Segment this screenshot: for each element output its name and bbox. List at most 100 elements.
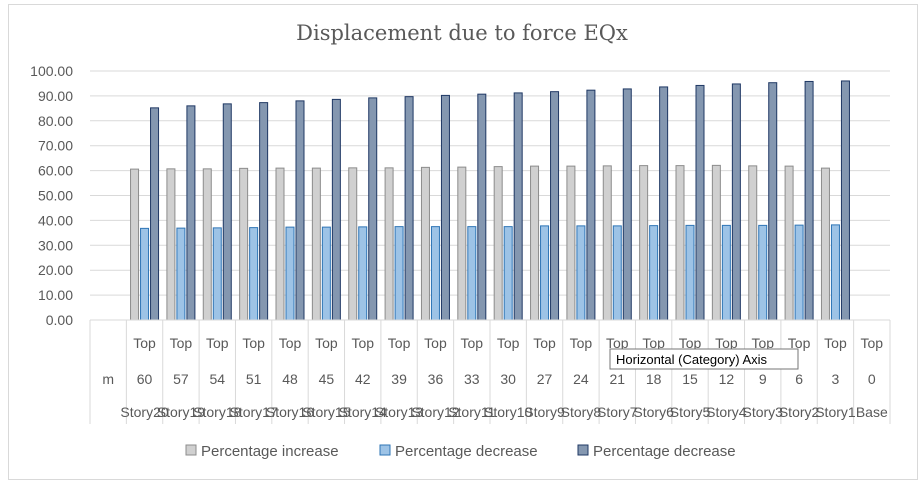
bar[interactable] [239,167,249,321]
bar[interactable] [711,164,721,321]
bar[interactable] [140,227,150,321]
bar[interactable] [394,226,404,321]
bar[interactable] [840,80,850,321]
bar[interactable] [602,165,612,321]
bar[interactable] [259,102,269,321]
bar[interactable] [348,167,358,321]
bar[interactable] [212,227,222,321]
bar[interactable] [368,97,378,321]
x-axis[interactable]: mTop60Story20Top57Story19Top54Story18Top… [89,319,891,424]
bar[interactable] [311,167,321,321]
bar[interactable] [649,225,659,321]
bar[interactable] [166,168,176,321]
bar[interactable] [202,168,212,321]
bar[interactable] [675,165,685,321]
x-tick-label-top: Top [388,335,411,351]
bar[interactable] [721,224,731,321]
bar[interactable] [622,88,632,321]
bar[interactable] [430,226,440,321]
x-tick-label-middle: 0 [868,371,876,387]
bar[interactable] [820,167,830,321]
x-tick-label-bottom: Story11 [448,404,495,420]
x-tick-label-top: Top [824,335,847,351]
y-tick-label: 90.00 [38,88,73,104]
bar[interactable] [695,84,705,321]
x-tick-label-middle: 33 [464,371,480,387]
bar[interactable] [477,93,487,321]
bar[interactable] [639,165,649,321]
legend-entry[interactable]: Percentage decrease [593,443,736,460]
y-tick-label: 10.00 [38,287,73,303]
x-tick-label-bottom: Story16 [266,404,314,420]
bar[interactable] [586,89,596,321]
bar[interactable] [576,225,586,321]
y-tick-label: 70.00 [38,138,73,154]
legend-swatch [185,444,197,456]
y-axis[interactable]: 0.00 10.00 20.00 30.00 40.00 50.00 60.00 70.00 8… [30,63,73,328]
bar[interactable] [467,226,477,321]
bar[interactable] [659,86,669,321]
bar[interactable] [420,166,430,321]
bar[interactable] [249,227,259,321]
bar[interactable] [540,225,550,321]
bar[interactable] [331,98,341,321]
legend[interactable]: Percentage increase Percentage decrease Pe… [185,443,736,460]
bar[interactable] [295,100,305,321]
x-tick-label-bottom: Story19 [157,404,205,420]
bar[interactable] [176,227,186,321]
bar[interactable] [731,83,741,321]
bar[interactable] [748,165,758,321]
x-tick-label-bottom: Story20 [120,404,168,420]
y-tick-label: 20.00 [38,262,73,278]
bar[interactable] [186,105,196,321]
x-tick-label-top: Top [679,335,702,351]
bar[interactable] [830,224,840,321]
x-tick-label-middle: 3 [832,371,840,387]
x-tick-label-top: Top [751,335,774,351]
bar[interactable] [358,226,368,321]
bar[interactable] [768,82,778,321]
plot-area[interactable] [130,80,850,321]
x-tick-label-middle: 60 [137,371,153,387]
bar[interactable] [550,91,560,321]
bar[interactable] [440,94,450,321]
bar[interactable] [513,92,523,321]
axis-tooltip: Horizontal (Category) Axis [609,348,799,370]
x-tick-label-bottom: Story10 [484,404,532,420]
bar[interactable] [685,224,695,321]
x-tick-label-middle: 45 [319,371,335,387]
x-tick-label-top: Top [133,335,156,351]
bar[interactable] [804,80,814,321]
bar[interactable] [758,224,768,321]
bar[interactable] [503,226,513,321]
x-tick-label-top: Top [315,335,338,351]
x-tick-label-top: Top [570,335,593,351]
bar[interactable] [384,167,394,321]
legend-entry[interactable]: Percentage decrease [395,443,538,460]
bar[interactable] [130,168,140,321]
bar[interactable] [222,103,232,321]
x-tick-label-middle: 24 [573,371,589,387]
bar[interactable] [794,224,804,321]
bar[interactable] [530,165,540,321]
x-tick-label-middle: 15 [682,371,698,387]
bar[interactable] [612,225,622,321]
bar[interactable] [275,167,285,321]
x-tick-label-middle: 51 [246,371,262,387]
bar[interactable] [457,166,467,321]
bar[interactable] [566,165,576,321]
bar[interactable] [493,166,503,321]
chart-title[interactable]: Displacement due to force EQx [296,21,628,45]
bar[interactable] [784,165,794,321]
bar[interactable] [321,226,331,321]
x-tick-label-top: Top [861,335,884,351]
y-tick-label: 40.00 [38,212,73,228]
x-tick-label-top: Top [279,335,302,351]
x-tick-label-top: Top [206,335,229,351]
bar[interactable] [404,96,414,321]
bar[interactable] [285,226,295,321]
bar[interactable] [150,107,160,321]
legend-entry[interactable]: Percentage increase [201,443,339,460]
x-tick-label-top: Top [606,335,629,351]
x-tick-label-middle: 6 [795,371,803,387]
